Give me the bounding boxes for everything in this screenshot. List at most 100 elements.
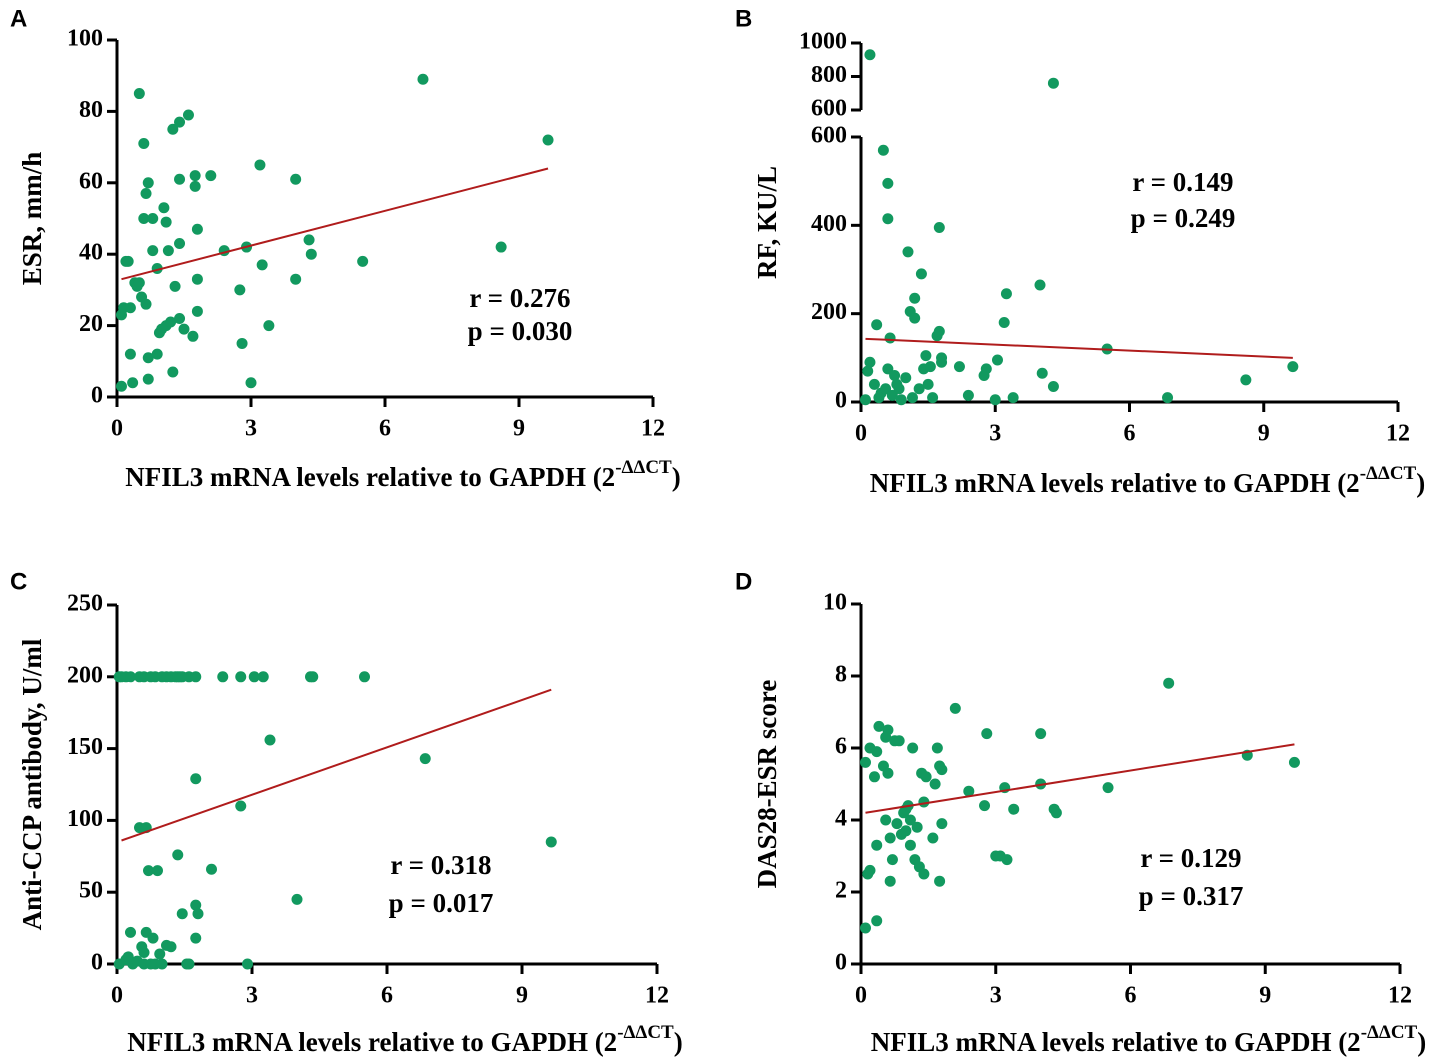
point bbox=[174, 116, 186, 128]
point bbox=[998, 317, 1010, 328]
annotation: p = 0.030 bbox=[468, 316, 573, 346]
point bbox=[933, 325, 945, 337]
point bbox=[927, 392, 939, 404]
y-tick-label: 200 bbox=[67, 662, 103, 688]
point bbox=[165, 941, 177, 953]
y-tick-label: 200 bbox=[811, 299, 847, 325]
x-label-sup: -ΔΔCT bbox=[1360, 463, 1417, 484]
point bbox=[893, 383, 905, 395]
point bbox=[859, 922, 871, 934]
y-tick-label: 0 bbox=[835, 388, 847, 414]
y-tick-label: 150 bbox=[67, 734, 103, 760]
panel-letter: A bbox=[10, 5, 27, 32]
point bbox=[880, 814, 892, 826]
point bbox=[165, 316, 177, 328]
point bbox=[156, 958, 168, 970]
point bbox=[152, 865, 163, 877]
x-axis-label: NFIL3 mRNA levels relative to GAPDH (2-Δ… bbox=[127, 1022, 682, 1057]
point bbox=[182, 109, 194, 121]
point bbox=[147, 932, 159, 944]
point bbox=[873, 720, 885, 732]
point bbox=[931, 742, 943, 754]
fit-line bbox=[121, 688, 552, 842]
y-tick-label: 1000 bbox=[799, 29, 847, 55]
point bbox=[909, 312, 921, 324]
panel-letter: D bbox=[735, 568, 752, 595]
y-axis-label: ESR, mm/h bbox=[17, 152, 47, 286]
x-axis-label: NFIL3 mRNA levels relative to GAPDH (2-Δ… bbox=[871, 1022, 1426, 1057]
point bbox=[949, 702, 961, 714]
point bbox=[936, 356, 948, 368]
y-tick-label: 4 bbox=[835, 806, 847, 832]
x-tick-label: 3 bbox=[246, 983, 258, 1009]
point bbox=[290, 173, 302, 185]
point bbox=[1163, 677, 1175, 689]
point bbox=[1008, 803, 1020, 815]
point bbox=[882, 213, 894, 225]
y-tick-label: 250 bbox=[67, 591, 103, 617]
point bbox=[147, 213, 159, 224]
point bbox=[1240, 374, 1252, 386]
point bbox=[495, 241, 507, 253]
point bbox=[900, 372, 912, 384]
point bbox=[257, 671, 269, 683]
point bbox=[915, 268, 927, 280]
y-tick-label: 8 bbox=[835, 662, 847, 688]
x-axis-label: NFIL3 mRNA levels relative to GAPDH (2-Δ… bbox=[870, 463, 1425, 498]
point bbox=[125, 671, 136, 683]
x-label-main: NFIL3 mRNA levels relative to GAPDH (2 bbox=[871, 1027, 1361, 1057]
y-tick-label: 100 bbox=[67, 26, 103, 52]
x-tick-label: 0 bbox=[111, 416, 123, 442]
point bbox=[953, 361, 965, 373]
x-label-end: ) bbox=[1416, 468, 1425, 498]
point bbox=[884, 332, 896, 344]
point bbox=[936, 764, 948, 776]
x-tick-label: 12 bbox=[1388, 983, 1412, 1009]
point bbox=[864, 356, 876, 368]
x-tick-label: 3 bbox=[990, 983, 1002, 1009]
annotation: r = 0.276 bbox=[469, 283, 570, 313]
point bbox=[142, 177, 154, 189]
fit-line bbox=[865, 337, 1293, 359]
y-tick-label: 600 bbox=[811, 123, 847, 149]
point bbox=[989, 394, 1001, 406]
point bbox=[133, 277, 145, 289]
x-label-end: ) bbox=[672, 462, 681, 492]
point bbox=[189, 170, 201, 182]
point bbox=[864, 864, 876, 876]
point bbox=[933, 222, 945, 234]
x-tick-label: 12 bbox=[1386, 421, 1410, 447]
point bbox=[886, 854, 898, 866]
point bbox=[1000, 288, 1012, 300]
point bbox=[190, 773, 202, 785]
point bbox=[906, 392, 918, 404]
y-tick-label: 20 bbox=[79, 311, 103, 337]
point bbox=[142, 373, 154, 385]
point bbox=[902, 246, 914, 258]
point bbox=[962, 389, 974, 401]
point bbox=[187, 330, 199, 342]
y-tick-label: 100 bbox=[67, 806, 103, 832]
point bbox=[256, 259, 268, 271]
point bbox=[236, 337, 248, 349]
x-tick-label: 9 bbox=[1259, 983, 1271, 1009]
point bbox=[1035, 728, 1047, 740]
point bbox=[882, 724, 894, 736]
x-tick-label: 12 bbox=[641, 416, 665, 442]
point bbox=[138, 138, 150, 150]
x-tick-label: 3 bbox=[989, 421, 1001, 447]
x-label-sup: -ΔΔCT bbox=[617, 1022, 674, 1043]
point bbox=[911, 821, 923, 833]
point bbox=[882, 177, 894, 189]
point bbox=[891, 818, 903, 830]
x-tick-label: 0 bbox=[855, 421, 867, 447]
point bbox=[154, 948, 166, 960]
point bbox=[882, 767, 894, 779]
y-tick-label: 10 bbox=[823, 590, 847, 616]
y-tick-label: 2 bbox=[835, 878, 847, 904]
x-label-main: NFIL3 mRNA levels relative to GAPDH (2 bbox=[870, 468, 1360, 498]
point bbox=[936, 818, 948, 830]
panel-letter: C bbox=[10, 568, 27, 595]
point bbox=[127, 377, 139, 389]
point bbox=[138, 947, 150, 959]
